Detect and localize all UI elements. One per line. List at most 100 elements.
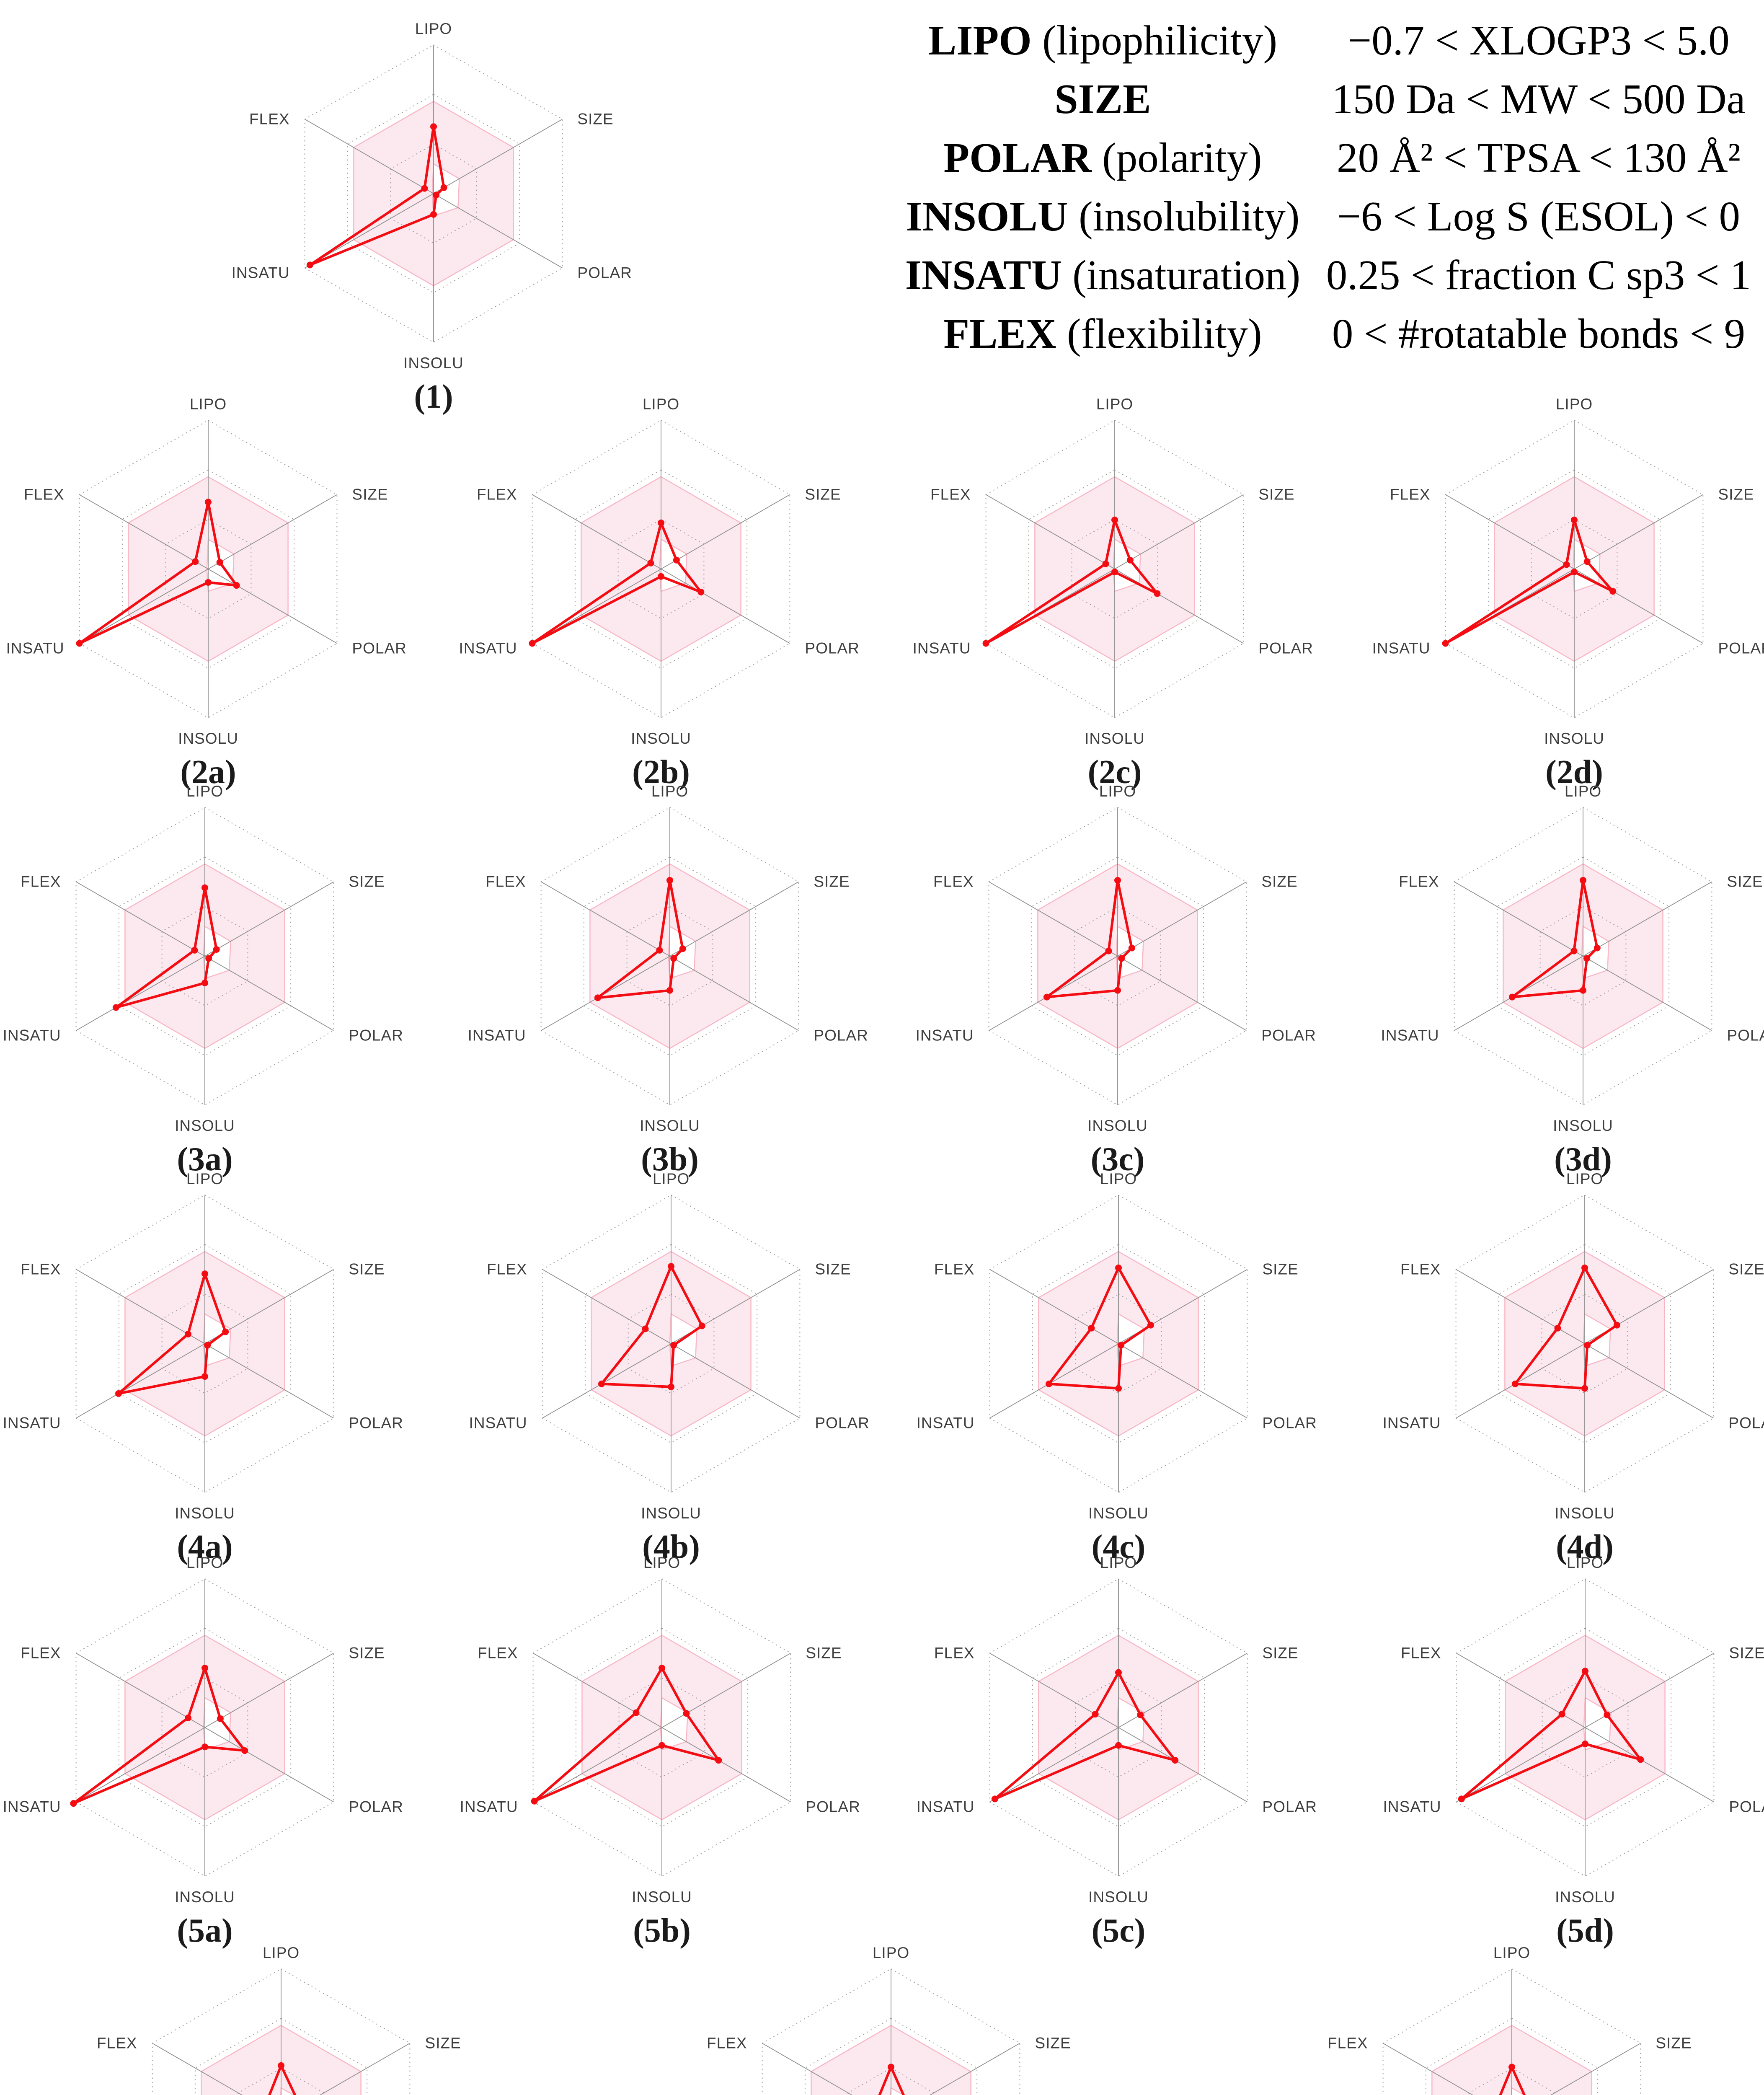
axis-label-insolu: INSOLU [632, 1888, 692, 1906]
axis-label-insolu: INSOLU [403, 354, 464, 372]
legend-row-flex: FLEX (flexibility) 0 < #rotatable bonds … [892, 309, 1764, 368]
axis-label-size: SIZE [1261, 873, 1297, 890]
axis-label-size: SIZE [1728, 1261, 1764, 1278]
data-point-insatu [112, 1004, 119, 1011]
axis-label-lipo: LIPO [1567, 1554, 1604, 1571]
radar-chart-2a: LIPO SIZE POLAR INSOLU INSATU FLEX [0, 372, 430, 766]
chart-caption-3a: (3a) [177, 1141, 233, 1178]
axis-label-lipo: LIPO [1566, 1170, 1603, 1187]
axis-label-lipo: LIPO [415, 20, 452, 37]
axis-label-size: SIZE [1656, 2035, 1692, 2052]
axis-label-insolu: INSOLU [1555, 1505, 1615, 1522]
axis-label-polar: POLAR [1729, 1798, 1764, 1816]
axis-line-flex [532, 494, 661, 569]
legend-term-name: INSOLU [906, 193, 1068, 240]
axis-line-polar [433, 193, 563, 269]
radar-chart-3b: LIPO SIZE POLAR INSOLU INSATU FLEX [448, 759, 892, 1153]
axis-label-lipo: LIPO [186, 783, 223, 800]
axis-label-size: SIZE [349, 873, 385, 890]
axis-label-insatu: INSATU [3, 1027, 61, 1044]
axis-label-insatu: INSATU [917, 1798, 975, 1816]
data-point-insolu [201, 1373, 208, 1380]
data-point-insolu [201, 979, 208, 986]
axis-label-insolu: INSOLU [178, 730, 238, 747]
axis-label-size: SIZE [349, 1261, 385, 1278]
axis-line-polar [1118, 1343, 1247, 1419]
axis-label-insatu: INSATU [1372, 640, 1431, 657]
axis-label-flex: FLEX [21, 1645, 61, 1662]
data-point-size [216, 559, 223, 566]
data-point-flex [1558, 1711, 1565, 1718]
data-point-polar [1154, 590, 1161, 597]
legend-row-insolu: INSOLU (insolubility) −6 < Log S (ESOL) … [892, 192, 1764, 251]
axis-label-size: SIZE [352, 486, 388, 503]
chart-caption-2b: (2b) [632, 754, 690, 791]
data-point-polar [233, 582, 240, 589]
data-point-size [698, 1322, 705, 1329]
data-point-flex [1570, 947, 1578, 954]
data-point-size [1594, 944, 1601, 952]
axis-line-flex [533, 1653, 662, 1728]
axis-line-flex [1445, 494, 1575, 569]
data-point-flex [192, 558, 199, 565]
data-point-polar [1118, 955, 1125, 962]
axis-label-lipo: LIPO [1096, 396, 1133, 413]
axis-label-polar: POLAR [805, 640, 859, 657]
axis-line-polar [661, 1727, 791, 1803]
axis-label-size: SIZE [425, 2035, 461, 2052]
axis-line-insatu [542, 1343, 672, 1419]
axis-label-lipo: LIPO [651, 783, 688, 800]
radar-chart-1: LIPO SIZE POLAR INSOLU INSATU FLEX [212, 0, 656, 391]
axis-line-size [661, 494, 790, 569]
axis-label-polar: POLAR [349, 1798, 403, 1816]
chart-caption-5d: (5d) [1556, 1912, 1614, 1949]
axis-label-lipo: LIPO [190, 396, 227, 413]
legend-term-note: (flexibility) [1056, 310, 1262, 357]
legend-term: INSOLU (insolubility) [892, 192, 1313, 241]
axis-label-polar: POLAR [577, 264, 632, 282]
chart-caption-2a: (2a) [180, 754, 236, 791]
data-point-flex [1088, 1324, 1095, 1332]
legend-row-lipo: LIPO (lipophilicity) −0.7 < XLOGP3 < 5.0 [892, 16, 1764, 75]
data-point-insolu [1114, 987, 1121, 994]
axis-label-lipo: LIPO [186, 1170, 223, 1187]
axis-label-polar: POLAR [349, 1415, 403, 1432]
axis-line-insatu [1456, 1727, 1586, 1803]
axis-label-polar: POLAR [1261, 1027, 1316, 1044]
data-point-insolu [1581, 1385, 1588, 1392]
legend-range: 150 Da < MW < 500 Da [1332, 75, 1746, 122]
data-point-lipo [1115, 1264, 1122, 1271]
axis-label-polar: POLAR [1262, 1798, 1317, 1816]
axis-label-insatu: INSATU [468, 1027, 526, 1044]
axis-label-insolu: INSOLU [1553, 1117, 1613, 1134]
axis-label-flex: FLEX [486, 873, 526, 890]
axis-line-flex [1456, 1269, 1585, 1344]
legend-row-insatu: INSATU (insaturation) 0.25 < fraction C … [892, 251, 1764, 309]
data-point-insatu [1442, 640, 1449, 647]
axis-label-insolu: INSOLU [1088, 1505, 1149, 1522]
data-point-size [673, 556, 680, 564]
axis-label-lipo: LIPO [653, 1170, 690, 1187]
axis-line-insatu [533, 1727, 662, 1803]
radar-chart-5b: LIPO SIZE POLAR INSOLU INSATU FLEX [440, 1531, 884, 1924]
data-point-polar [697, 589, 705, 596]
axis-label-polar: POLAR [1258, 640, 1313, 657]
axis-label-flex: FLEX [24, 486, 65, 503]
axis-line-polar [204, 1727, 334, 1803]
axis-label-insolu: INSOLU [631, 730, 691, 747]
axis-label-insatu: INSATU [1383, 1798, 1441, 1816]
axis-label-size: SIZE [806, 1645, 842, 1662]
axis-line-size [669, 881, 799, 957]
axis-label-insatu: INSATU [459, 640, 517, 657]
data-point-lipo [201, 1270, 208, 1278]
